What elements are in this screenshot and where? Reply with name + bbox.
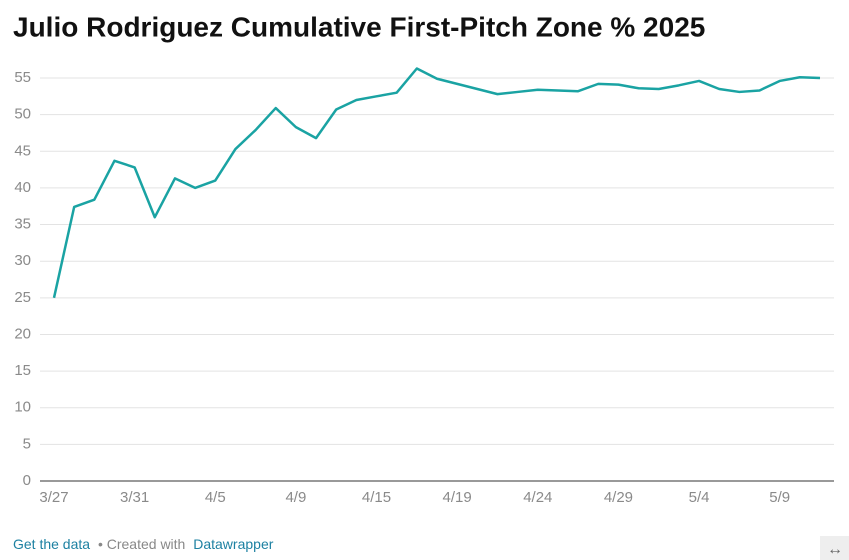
y-tick-label: 20	[14, 325, 31, 342]
x-tick-label: 5/9	[769, 489, 790, 506]
y-tick-label: 0	[23, 472, 31, 489]
expand-icon[interactable]: ↔	[827, 541, 843, 558]
y-tick-label: 55	[14, 69, 31, 86]
x-tick-label: 4/24	[523, 489, 552, 506]
data-line	[52, 67, 821, 299]
y-tick-label: 15	[14, 362, 31, 379]
x-tick-label: 3/27	[39, 489, 68, 506]
x-tick-label: 4/5	[205, 489, 226, 506]
y-tick-label: 45	[14, 142, 31, 159]
y-tick-label: 40	[14, 179, 31, 196]
datawrapper-link[interactable]: Datawrapper	[193, 536, 273, 552]
y-tick-label: 50	[14, 106, 31, 123]
x-tick-label: 5/4	[689, 489, 710, 506]
created-with: • Created with	[98, 536, 185, 552]
plot: 0 5 10 15 20 25 30 35 40 45 50 55 3/27 3/31 4/5 4/9 4/15…	[14, 67, 834, 506]
y-tick-label: 35	[14, 216, 31, 233]
chart-title: Julio Rodriguez Cumulative First-Pitch Z…	[13, 11, 705, 42]
get-data-link[interactable]: Get the data	[13, 536, 90, 552]
x-tick-label: 4/29	[604, 489, 633, 506]
y-tick-label: 10	[14, 399, 31, 416]
footer: Get the data • Created with Datawrapper	[13, 536, 274, 552]
x-tick-label: 4/15	[362, 489, 391, 506]
x-tick-label: 4/19	[443, 489, 472, 506]
y-tick-label: 5	[23, 435, 31, 452]
expand-button[interactable]	[820, 536, 849, 560]
y-tick-label: 25	[14, 289, 31, 306]
x-tick-label: 3/31	[120, 489, 149, 506]
x-tick-label: 4/9	[285, 489, 306, 506]
y-tick-label: 30	[14, 252, 31, 269]
